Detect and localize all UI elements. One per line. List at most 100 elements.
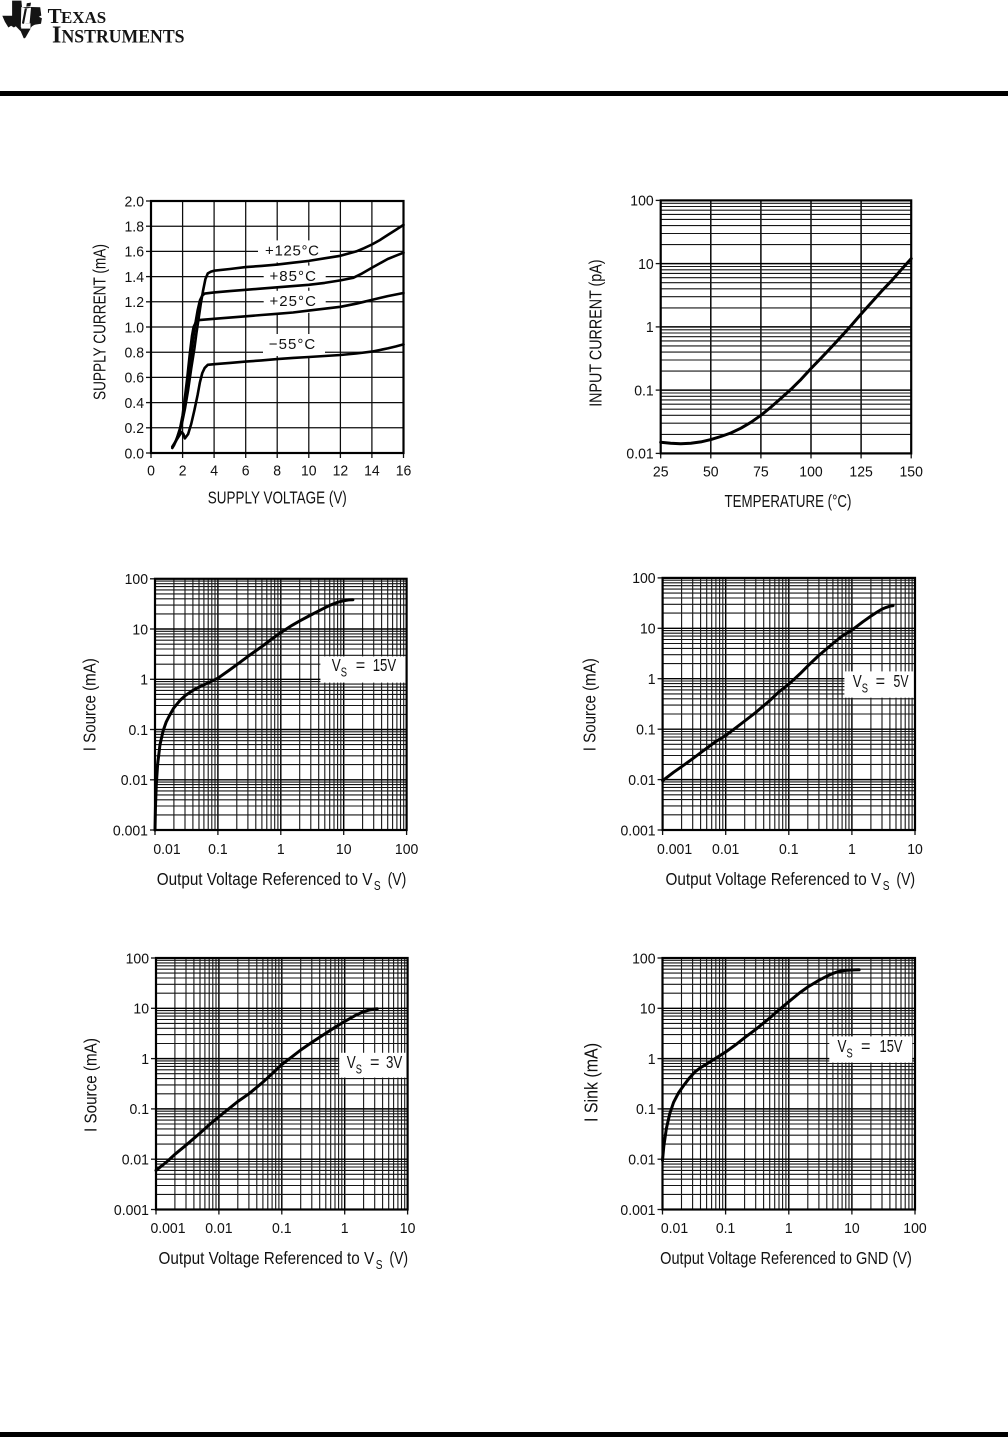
svg-text:0: 0 — [147, 463, 155, 480]
svg-text:10: 10 — [132, 621, 148, 638]
svg-text:125: 125 — [849, 463, 872, 480]
svg-text:1: 1 — [140, 672, 148, 689]
svg-text:0.01: 0.01 — [205, 1220, 232, 1237]
svg-text:I Source (mA): I Source (mA) — [579, 658, 600, 751]
svg-text:10: 10 — [133, 1001, 149, 1018]
svg-text:(V): (V) — [388, 870, 407, 890]
svg-text:0.1: 0.1 — [130, 1101, 150, 1118]
svg-text:S: S — [341, 666, 348, 680]
svg-text:1: 1 — [648, 671, 656, 688]
svg-text:0.4: 0.4 — [125, 395, 145, 412]
svg-text:Output Voltage Referenced to G: Output Voltage Referenced to GND (V) — [660, 1249, 912, 1269]
svg-text:+85°C: +85°C — [269, 268, 316, 285]
svg-text:100: 100 — [632, 950, 655, 967]
svg-text:1.8: 1.8 — [125, 219, 145, 236]
svg-text:0.0: 0.0 — [125, 445, 145, 462]
svg-text:0.01: 0.01 — [122, 1152, 149, 1169]
svg-text:100: 100 — [799, 463, 822, 480]
svg-text:Output Voltage Referenced to V: Output Voltage Referenced to V — [159, 1248, 375, 1268]
svg-text:100: 100 — [395, 841, 418, 858]
svg-text:0.01: 0.01 — [121, 772, 148, 789]
svg-text:1.2: 1.2 — [125, 294, 145, 311]
svg-text:5V: 5V — [894, 672, 910, 692]
svg-text:100: 100 — [632, 570, 655, 587]
svg-text:0.001: 0.001 — [113, 822, 148, 839]
svg-text:4: 4 — [210, 463, 218, 480]
svg-text:T: T — [48, 4, 62, 28]
svg-text:Output Voltage Referenced to V: Output Voltage Referenced to V — [666, 869, 882, 889]
svg-text:V: V — [347, 1053, 356, 1072]
svg-text:100: 100 — [903, 1220, 926, 1237]
svg-text:I Source (mA): I Source (mA) — [79, 658, 100, 751]
svg-text:0.01: 0.01 — [628, 1152, 655, 1169]
svg-text:100: 100 — [126, 950, 149, 967]
svg-text:S: S — [374, 879, 381, 893]
svg-text:S: S — [883, 879, 890, 893]
svg-text:Output Voltage Referenced to V: Output Voltage Referenced to V — [157, 869, 373, 889]
svg-text:14: 14 — [364, 463, 380, 480]
svg-text:1: 1 — [646, 319, 654, 336]
svg-text:(V): (V) — [896, 870, 915, 890]
svg-text:V: V — [853, 672, 862, 691]
svg-text:S: S — [356, 1063, 363, 1077]
svg-text:=: = — [370, 1052, 379, 1072]
svg-text:10: 10 — [640, 621, 656, 638]
svg-text:0.01: 0.01 — [661, 1220, 688, 1237]
svg-text:2: 2 — [179, 463, 187, 480]
svg-text:75: 75 — [753, 463, 769, 480]
svg-text:6: 6 — [242, 463, 250, 480]
svg-text:0.2: 0.2 — [125, 420, 145, 437]
svg-text:0.001: 0.001 — [620, 1202, 655, 1219]
svg-text:0.1: 0.1 — [636, 1101, 656, 1118]
svg-text:0.01: 0.01 — [626, 446, 653, 463]
svg-text:150: 150 — [900, 463, 923, 480]
svg-text:(V): (V) — [389, 1248, 408, 1268]
svg-text:15V: 15V — [880, 1037, 903, 1057]
svg-text:0.01: 0.01 — [628, 772, 655, 789]
svg-text:15V: 15V — [373, 656, 397, 675]
svg-text:0.1: 0.1 — [636, 722, 656, 739]
svg-text:8: 8 — [273, 463, 281, 480]
svg-text:10: 10 — [907, 841, 923, 858]
svg-text:1: 1 — [141, 1051, 149, 1068]
svg-text:0.1: 0.1 — [716, 1220, 736, 1237]
svg-text:10: 10 — [336, 841, 352, 858]
svg-text:0.1: 0.1 — [208, 841, 228, 858]
svg-text:S: S — [862, 682, 869, 696]
svg-text:S: S — [847, 1047, 854, 1061]
svg-text:=: = — [356, 655, 365, 675]
svg-text:0.1: 0.1 — [272, 1220, 292, 1237]
svg-text:NSTRUMENTS: NSTRUMENTS — [62, 27, 185, 48]
svg-text:10: 10 — [844, 1220, 860, 1237]
svg-text:I: I — [52, 23, 61, 49]
svg-text:25: 25 — [653, 463, 669, 480]
svg-text:+25°C: +25°C — [269, 293, 316, 310]
svg-text:1: 1 — [277, 841, 285, 858]
svg-text:=: = — [876, 671, 885, 691]
svg-text:I Source (mA): I Source (mA) — [80, 1038, 101, 1132]
svg-text:1.6: 1.6 — [125, 244, 145, 261]
svg-text:1: 1 — [785, 1220, 793, 1237]
svg-text:0.001: 0.001 — [150, 1220, 185, 1237]
svg-text:TEMPERATURE (°C): TEMPERATURE (°C) — [725, 492, 852, 511]
svg-text:50: 50 — [703, 463, 719, 480]
svg-text:1: 1 — [341, 1220, 349, 1237]
svg-text:I Sink (mA): I Sink (mA) — [582, 1043, 602, 1122]
svg-text:2.0: 2.0 — [125, 193, 145, 210]
svg-text:0.1: 0.1 — [779, 841, 799, 858]
svg-text:0.6: 0.6 — [125, 370, 145, 387]
svg-text:=: = — [861, 1036, 870, 1056]
svg-text:SUPPLY CURRENT (mA): SUPPLY CURRENT (mA) — [91, 244, 110, 400]
svg-text:0.8: 0.8 — [125, 345, 145, 362]
svg-text:16: 16 — [396, 463, 412, 480]
svg-text:1.0: 1.0 — [125, 319, 145, 336]
svg-text:V: V — [332, 656, 341, 675]
svg-text:100: 100 — [630, 193, 653, 210]
svg-text:V: V — [838, 1037, 847, 1056]
svg-text:3V: 3V — [386, 1053, 403, 1072]
svg-text:0.1: 0.1 — [129, 722, 149, 739]
svg-text:0.001: 0.001 — [114, 1202, 149, 1219]
svg-text:EXAS: EXAS — [61, 8, 106, 27]
svg-text:1.4: 1.4 — [125, 269, 145, 286]
svg-text:+125°C: +125°C — [265, 243, 319, 260]
